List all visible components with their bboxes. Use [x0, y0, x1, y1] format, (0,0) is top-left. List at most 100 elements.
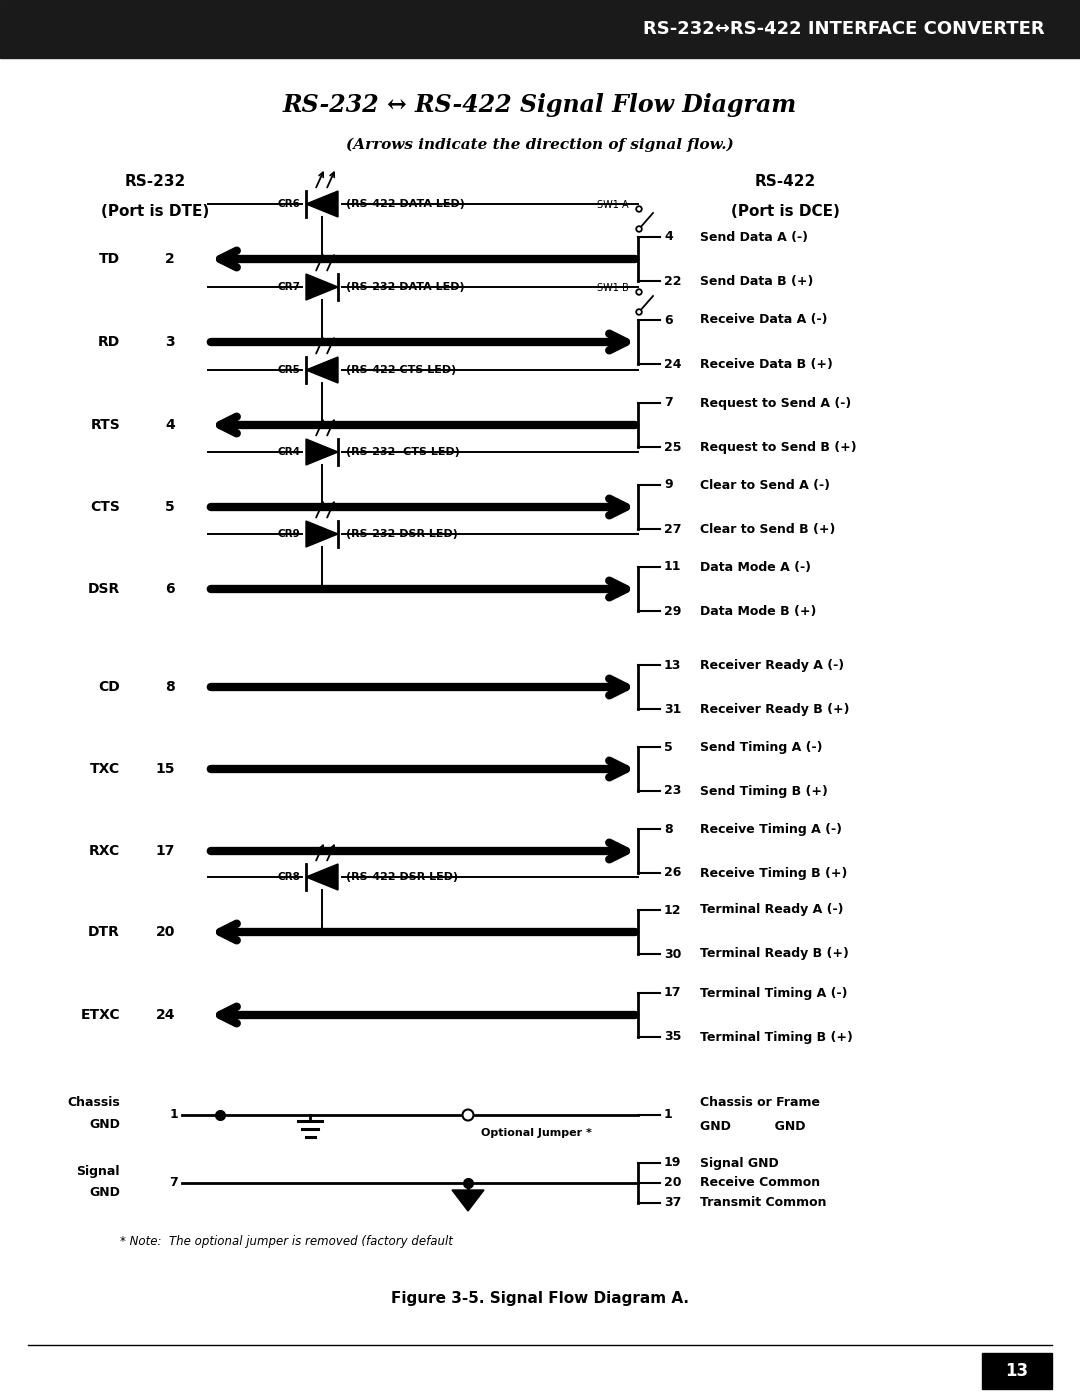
- Text: 6: 6: [664, 313, 673, 327]
- Text: (RS-422 CTS LED): (RS-422 CTS LED): [346, 365, 456, 374]
- Text: 7: 7: [170, 1176, 178, 1189]
- Text: RXC: RXC: [89, 844, 120, 858]
- Text: Clear to Send B (+): Clear to Send B (+): [700, 522, 835, 535]
- Text: Receiver Ready B (+): Receiver Ready B (+): [700, 703, 850, 715]
- Text: Request to Send B (+): Request to Send B (+): [700, 440, 856, 454]
- Bar: [0, 0, 1080, 59]
- Text: RTS: RTS: [91, 418, 120, 432]
- Text: 20: 20: [664, 1176, 681, 1189]
- Circle shape: [636, 309, 642, 314]
- Text: (Arrows indicate the direction of signal flow.): (Arrows indicate the direction of signal…: [346, 138, 734, 152]
- Text: 8: 8: [664, 823, 673, 835]
- Text: RS-422: RS-422: [754, 175, 815, 189]
- Text: 19: 19: [664, 1157, 681, 1169]
- Text: 25: 25: [664, 440, 681, 454]
- Polygon shape: [306, 274, 338, 300]
- Text: CR4: CR4: [276, 447, 300, 457]
- Text: Receiver Ready A (-): Receiver Ready A (-): [700, 658, 845, 672]
- Text: 4: 4: [165, 418, 175, 432]
- Text: Receive Timing A (-): Receive Timing A (-): [700, 823, 842, 835]
- Text: 31: 31: [664, 703, 681, 715]
- Text: (RS-232  CTS LED): (RS-232 CTS LED): [346, 447, 460, 457]
- Text: Signal: Signal: [77, 1165, 120, 1178]
- Text: CR6: CR6: [278, 198, 300, 210]
- Polygon shape: [306, 863, 338, 890]
- Text: 2: 2: [165, 251, 175, 265]
- Polygon shape: [306, 358, 338, 383]
- Text: Terminal Timing B (+): Terminal Timing B (+): [700, 1031, 853, 1044]
- Text: 17: 17: [664, 986, 681, 999]
- Text: 4: 4: [664, 231, 673, 243]
- Text: GND: GND: [90, 1186, 120, 1200]
- Text: * Note:  The optional jumper is removed (factory default: * Note: The optional jumper is removed (…: [120, 1235, 453, 1249]
- Text: 12: 12: [664, 904, 681, 916]
- Text: 1: 1: [664, 1108, 673, 1122]
- Text: 6: 6: [165, 583, 175, 597]
- Text: RS-232↔RS-422 INTERFACE CONVERTER: RS-232↔RS-422 INTERFACE CONVERTER: [644, 20, 1045, 38]
- Text: Data Mode B (+): Data Mode B (+): [700, 605, 816, 617]
- Text: 24: 24: [156, 1009, 175, 1023]
- Text: Send Timing A (-): Send Timing A (-): [700, 740, 823, 753]
- Text: RS-232 ↔ RS-422 Signal Flow Diagram: RS-232 ↔ RS-422 Signal Flow Diagram: [283, 94, 797, 117]
- Text: (RS-422 DSR LED): (RS-422 DSR LED): [346, 872, 458, 882]
- Text: Terminal Ready A (-): Terminal Ready A (-): [700, 904, 843, 916]
- Text: 17: 17: [156, 844, 175, 858]
- Text: (Port is DCE): (Port is DCE): [730, 204, 839, 219]
- Text: GND          GND: GND GND: [700, 1120, 806, 1133]
- Text: TD: TD: [99, 251, 120, 265]
- Text: TXC: TXC: [90, 761, 120, 775]
- Text: Transmit Common: Transmit Common: [700, 1196, 826, 1210]
- Text: 7: 7: [664, 397, 673, 409]
- Text: 5: 5: [664, 740, 673, 753]
- Text: GND: GND: [90, 1119, 120, 1132]
- Text: DSR: DSR: [87, 583, 120, 597]
- Circle shape: [636, 289, 642, 295]
- Text: Data Mode A (-): Data Mode A (-): [700, 560, 811, 574]
- Text: Send Data A (-): Send Data A (-): [700, 231, 808, 243]
- Text: 20: 20: [156, 925, 175, 939]
- Text: 30: 30: [664, 947, 681, 961]
- Polygon shape: [453, 1190, 484, 1211]
- Bar: [982, 1354, 1052, 1389]
- Text: 11: 11: [664, 560, 681, 574]
- Text: (RS-232 DATA LED): (RS-232 DATA LED): [346, 282, 464, 292]
- Text: 8: 8: [165, 680, 175, 694]
- Text: Receive Data B (+): Receive Data B (+): [700, 358, 833, 370]
- Text: 37: 37: [664, 1196, 681, 1210]
- Text: CR8: CR8: [278, 872, 300, 882]
- Text: DTR: DTR: [89, 925, 120, 939]
- Text: 5: 5: [165, 500, 175, 514]
- Text: 13: 13: [1005, 1362, 1028, 1380]
- Text: 24: 24: [664, 358, 681, 370]
- Text: SW1 A: SW1 A: [597, 200, 629, 210]
- Text: Figure 3-5. Signal Flow Diagram A.: Figure 3-5. Signal Flow Diagram A.: [391, 1291, 689, 1306]
- Text: Request to Send A (-): Request to Send A (-): [700, 397, 851, 409]
- Text: 1: 1: [170, 1108, 178, 1122]
- Text: 15: 15: [156, 761, 175, 775]
- Text: CTS: CTS: [90, 500, 120, 514]
- Text: Terminal Ready B (+): Terminal Ready B (+): [700, 947, 849, 961]
- Text: SW1 B: SW1 B: [597, 284, 629, 293]
- Text: Signal GND: Signal GND: [700, 1157, 779, 1169]
- Text: 35: 35: [664, 1031, 681, 1044]
- Text: Terminal Timing A (-): Terminal Timing A (-): [700, 986, 848, 999]
- Text: 22: 22: [664, 274, 681, 288]
- Text: (RS-422 DATA LED): (RS-422 DATA LED): [346, 198, 464, 210]
- Text: Receive Common: Receive Common: [700, 1176, 820, 1189]
- Text: ETXC: ETXC: [80, 1009, 120, 1023]
- Circle shape: [636, 207, 642, 212]
- Text: 26: 26: [664, 866, 681, 880]
- Text: CR7: CR7: [276, 282, 300, 292]
- Text: Receive Data A (-): Receive Data A (-): [700, 313, 827, 327]
- Text: CR5: CR5: [278, 365, 300, 374]
- Circle shape: [462, 1109, 473, 1120]
- Text: 9: 9: [664, 479, 673, 492]
- Text: Send Data B (+): Send Data B (+): [700, 274, 813, 288]
- Text: 23: 23: [664, 785, 681, 798]
- Polygon shape: [306, 439, 338, 465]
- Text: 3: 3: [165, 335, 175, 349]
- Text: Clear to Send A (-): Clear to Send A (-): [700, 479, 831, 492]
- Text: 27: 27: [664, 522, 681, 535]
- Text: Chassis or Frame: Chassis or Frame: [700, 1097, 820, 1109]
- Text: (Port is DTE): (Port is DTE): [100, 204, 210, 219]
